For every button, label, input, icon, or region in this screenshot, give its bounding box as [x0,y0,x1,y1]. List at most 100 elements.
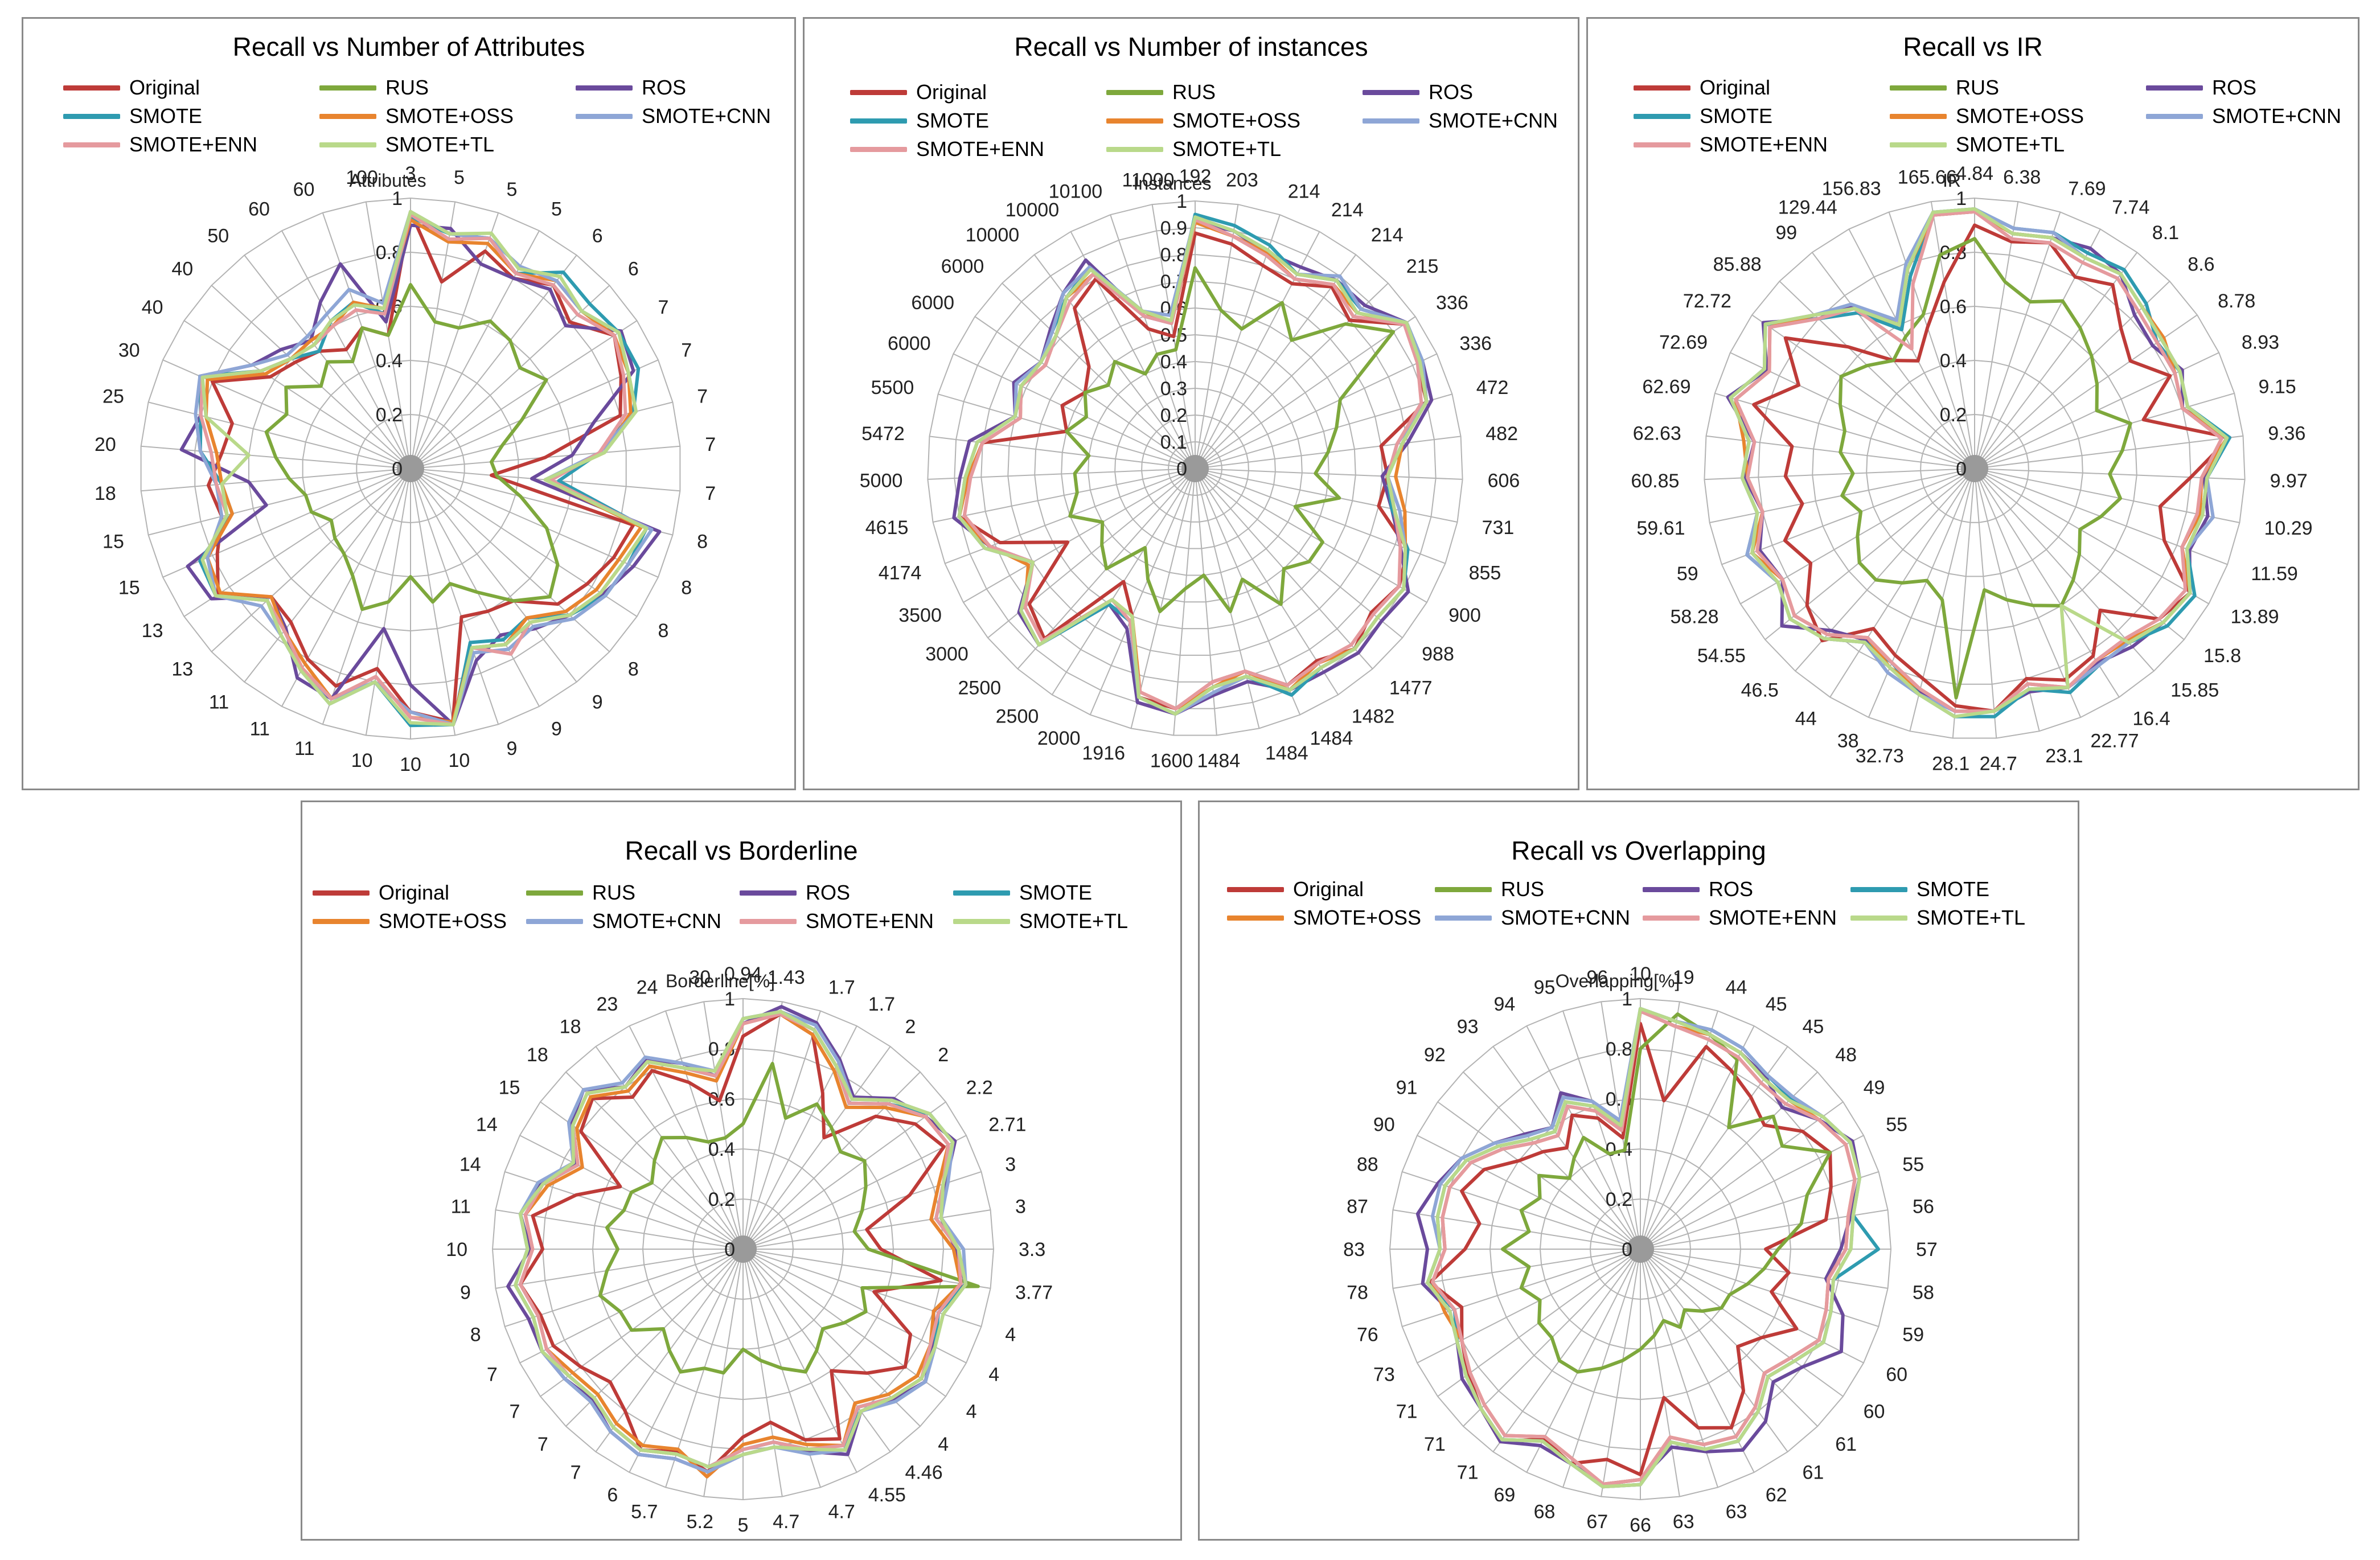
legend-entry: SMOTE+TL [1106,137,1345,161]
chart-center [729,1235,757,1263]
legend-swatch [1850,886,1907,892]
category-label: 15.85 [2170,679,2219,701]
category-label: 3500 [898,605,942,626]
grid-spoke [629,1249,744,1473]
grid-spoke [1089,468,1196,715]
radial-tick-label: 0 [392,458,403,480]
category-label: 59 [1902,1324,1924,1346]
category-label: 9 [551,718,562,740]
legend-label: SMOTE+CNN [592,909,722,933]
legend-entry: SMOTE+TL [953,909,1155,933]
category-label: 4.46 [905,1462,942,1484]
radial-tick-label: 0.2 [376,404,403,426]
radial-tick-label: 0.2 [708,1189,735,1210]
grid-spoke [1974,468,2082,718]
category-label: 4 [966,1401,977,1422]
grid-spoke [1601,1249,1641,1497]
legend-entry: SMOTE+CNN [526,909,728,933]
legend-label: SMOTE+ENN [806,909,934,933]
chart-center [1181,455,1209,482]
chart-title: Recall vs Number of instances [1014,32,1368,61]
radial-tick-label: 0.6 [1940,296,1967,318]
category-label: 5472 [861,423,905,445]
legend-label: SMOTE+CNN [1501,906,1631,929]
legend-label: Original [1293,877,1364,901]
radial-tick-label: 0.4 [1160,351,1187,373]
legend-swatch [319,85,376,91]
grid-ring [1168,441,1222,496]
category-label: 13 [171,659,193,680]
legend-swatch [850,89,907,95]
category-label: 11.59 [2251,563,2298,585]
legend-entry: Original [850,80,1089,104]
category-label: 18 [95,483,116,504]
legend-entry: SMOTE [63,104,302,128]
grid-spoke [410,468,499,725]
legend-swatch [1890,113,1947,119]
legend-label: SMOTE [916,109,990,132]
category-label: 87 [1347,1196,1368,1217]
category-label: 10 [400,754,421,775]
grid-ring [1034,307,1356,630]
radial-tick-label: 0 [1956,458,1967,480]
category-label: 40 [171,258,193,280]
legend-entry: SMOTE+ENN [1643,906,1839,930]
category-label: 62.69 [1642,376,1690,398]
grid-ring [1866,359,2083,577]
legend-label: ROS [2212,76,2257,99]
category-label: 7 [571,1462,581,1484]
category-label: 8 [697,531,708,552]
category-label: 1484 [1265,742,1308,764]
grid-spoke [1195,254,1357,469]
category-label: 71 [1424,1434,1446,1455]
grid-spoke [148,468,411,536]
radial-tick-label: 0.4 [1606,1139,1632,1160]
category-label: 88 [1357,1153,1378,1175]
series-line-smote-tl [1729,207,2229,719]
category-label: 59.61 [1636,518,1685,539]
category-label: 22.77 [2090,730,2139,752]
radial-tick-label: 0.3 [1160,378,1187,400]
category-label: 5 [738,1514,749,1536]
category-label: 44 [1726,977,1747,999]
category-label: 4 [1005,1324,1016,1346]
category-label: 336 [1436,292,1468,314]
grid-spoke [410,359,659,469]
legend-entry: SMOTE [850,109,1089,133]
category-label: 3.3 [1019,1239,1045,1261]
legend-entry: SMOTE+CNN [1363,109,1602,133]
category-label: 1477 [1389,678,1433,699]
grid-spoke [519,1249,744,1364]
category-label: 45 [1802,1016,1824,1037]
grid-spoke [1974,314,2198,469]
legend-entry: RUS [526,881,728,905]
legend-label: ROS [642,76,687,99]
category-label: 10000 [1006,199,1060,221]
legend-entry: SMOTE+OSS [313,909,515,933]
category-label: 8 [470,1324,481,1346]
series-line-smote-tl [200,210,649,726]
grid-spoke [1974,212,2061,469]
category-label: 10100 [1049,180,1103,202]
category-label: 5 [454,167,465,188]
category-label: 76 [1357,1324,1378,1346]
grid-spoke [211,285,411,469]
category-label: 3 [405,163,416,184]
category-label: 66 [1630,1514,1651,1536]
legend-label: Original [1700,76,1771,99]
legend-swatch [850,118,907,124]
legend-swatch [526,918,583,924]
category-label: 6000 [911,292,954,314]
category-label: 6 [628,258,639,280]
legend-entry: Original [63,76,302,100]
category-label: 11 [451,1196,471,1217]
chart-legend: Original RUS ROS SMOTE SMOTE+OSS SMOTE+CNN SMO… [850,80,1602,161]
chart-legend: Original RUS ROS SMOTE SMOTE+OSS SMOTE+CNN SMO… [63,76,815,157]
series-line-smote-tl [514,1009,968,1469]
category-label: 44 [1795,708,1817,730]
legend-label: Original [379,881,450,904]
category-label: 214 [1371,224,1404,246]
legend-entry: SMOTE+CNN [576,104,815,128]
grid-spoke [410,468,659,578]
category-label: 5.2 [687,1511,713,1533]
